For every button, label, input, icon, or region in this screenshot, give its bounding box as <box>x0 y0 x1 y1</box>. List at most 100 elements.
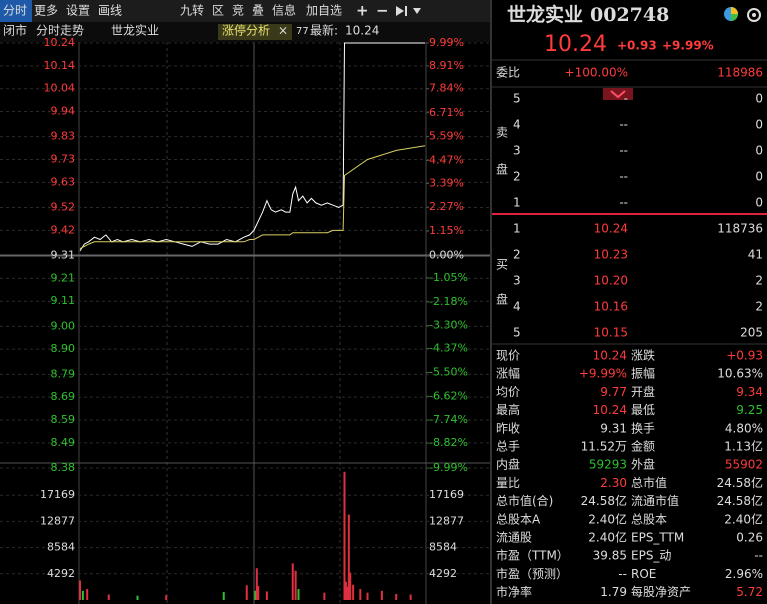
toolbar-button[interactable]: 信息 <box>272 3 296 18</box>
book-price: 10.23 <box>594 248 628 262</box>
stat-label: 最高 <box>496 402 520 417</box>
toolbar-button[interactable]: 设置 <box>66 4 90 18</box>
y-tick-label: 8.49 <box>51 436 76 449</box>
y2-tick-label: -2.18% <box>429 295 468 308</box>
stat-label: 涨跌 <box>631 348 655 363</box>
book-level: 2 <box>513 170 521 184</box>
toolbar-button[interactable]: 画线 <box>98 4 122 18</box>
weibi-pct: +100.00% <box>565 66 628 80</box>
weibi-label: 委比 <box>496 66 520 80</box>
stat-value: 10.24 <box>593 403 627 417</box>
volume-tick-label: 17169 <box>429 488 464 501</box>
toolbar-button[interactable]: 区 <box>212 4 224 18</box>
play-icon[interactable] <box>396 6 407 16</box>
book-volume: 2 <box>755 274 763 288</box>
book-volume: 41 <box>748 248 763 262</box>
sell-label: 盘 <box>496 162 508 177</box>
y-tick-label: 9.83 <box>51 130 76 143</box>
y-tick-label: 8.69 <box>51 390 76 403</box>
y-tick-label: 9.00 <box>51 319 76 332</box>
stat-label: 均价 <box>496 385 520 399</box>
stat-value: 1.13亿 <box>724 439 763 454</box>
y-tick-label: 10.14 <box>44 59 76 72</box>
color-icon-part <box>731 14 738 21</box>
buy-label: 盘 <box>496 292 508 307</box>
stat-label: 振幅 <box>631 366 655 381</box>
dropdown-icon[interactable] <box>413 8 421 14</box>
price-change: +0.93 <box>617 39 657 53</box>
toolbar-button[interactable]: 加自选 <box>306 4 342 18</box>
color-icon-part <box>731 7 738 14</box>
toolbar-button[interactable]: 更多 <box>34 4 58 18</box>
book-level: 2 <box>513 248 521 262</box>
book-volume: 2 <box>755 300 763 314</box>
y2-tick-label: 9.99% <box>429 36 464 49</box>
stat-label: 现价 <box>496 349 520 363</box>
stat-label: 金额 <box>631 439 655 454</box>
volume-bar <box>395 593 398 600</box>
stat-value: 2.96% <box>725 567 763 581</box>
stat-label: 量比 <box>496 476 520 490</box>
y-tick-label: 9.31 <box>51 249 76 262</box>
toolbar-button[interactable]: 竞 <box>232 4 244 18</box>
volume-bar <box>107 594 110 600</box>
stat-label: 总手 <box>496 440 520 454</box>
y-tick-label: 8.59 <box>51 413 76 426</box>
collapse-icon <box>610 90 626 99</box>
toolbar-button[interactable]: 九转 <box>180 3 204 18</box>
panel-divider <box>490 0 492 604</box>
tab-highlight <box>218 24 292 40</box>
stat-value: 10.63% <box>717 367 763 381</box>
chart-header-close[interactable]: × <box>278 24 288 38</box>
stat-value: 9.31 <box>600 421 627 435</box>
stat-value: 59293 <box>589 458 627 472</box>
average-line <box>79 145 426 250</box>
sell-label: 卖 <box>496 126 508 140</box>
buy-label: 买 <box>496 258 508 272</box>
volume-bar <box>352 584 355 600</box>
book-level: 5 <box>513 92 521 106</box>
last-price: 10.24 <box>544 32 607 57</box>
stat-label: 市净率 <box>496 584 532 599</box>
y2-tick-label: 3.39% <box>429 176 464 189</box>
stat-label: 总市值(合) <box>496 493 553 508</box>
toolbar-button[interactable]: − <box>376 2 389 20</box>
collapse-button[interactable] <box>603 88 633 100</box>
y2-tick-label: 7.84% <box>429 82 464 95</box>
volume-bar <box>366 592 369 600</box>
toolbar-button[interactable]: + <box>356 2 369 20</box>
stat-value: 2.30 <box>600 476 627 490</box>
y2-tick-label: 4.47% <box>429 153 464 166</box>
book-volume: 0 <box>755 196 763 210</box>
stat-label: 流通市值 <box>631 493 679 508</box>
volume-bar <box>344 581 347 600</box>
book-price: -- <box>619 170 628 184</box>
stat-label: 每股净资产 <box>631 584 691 599</box>
y2-tick-label: -9.99% <box>429 461 468 474</box>
y2-tick-label: -8.82% <box>429 436 468 449</box>
toolbar-button[interactable]: 叠 <box>252 4 264 18</box>
volume-bar <box>297 589 300 600</box>
book-price: 10.15 <box>594 326 628 340</box>
volume-bar <box>359 589 362 600</box>
stat-value: 9.25 <box>736 403 763 417</box>
stat-label: 涨幅 <box>496 366 520 381</box>
book-price: -- <box>619 118 628 132</box>
toolbar-button[interactable]: 分时 <box>3 4 27 18</box>
book-volume: 0 <box>755 118 763 132</box>
stat-value: 5.72 <box>736 585 763 599</box>
y-tick-label: 9.94 <box>51 105 76 118</box>
book-level: 3 <box>513 144 521 158</box>
book-price: 10.20 <box>594 274 628 288</box>
price-change-pct: +9.99% <box>662 39 714 53</box>
volume-bar <box>294 570 297 600</box>
chart-header-analysis[interactable]: 涨停分析 <box>222 23 270 38</box>
settings-icon[interactable] <box>747 8 761 22</box>
stat-value: -- <box>754 549 763 563</box>
weibi-diff: 118986 <box>717 66 763 80</box>
volume-bar <box>409 594 412 600</box>
y-tick-label: 9.52 <box>51 201 76 214</box>
y2-tick-label: -1.05% <box>429 271 468 284</box>
